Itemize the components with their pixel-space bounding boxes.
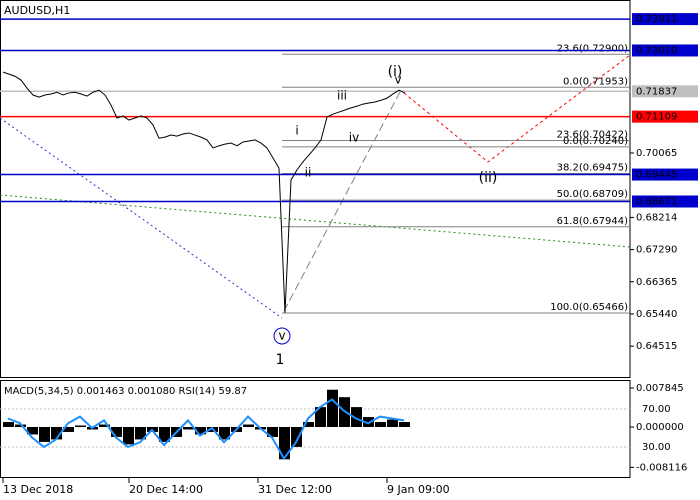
wave-circle (273, 327, 291, 345)
wave-label: (ii) (479, 170, 498, 186)
y-tick-label: 0.65440 (636, 309, 677, 320)
macd-bar (195, 426, 206, 435)
level-label: 0.71837 (636, 86, 677, 97)
level-box (632, 195, 698, 208)
y-tick-label: 0.000000 (636, 422, 684, 433)
macd-bar (27, 426, 38, 435)
level-box (632, 110, 698, 123)
macd-bar (279, 426, 290, 460)
macd-bar (111, 426, 122, 437)
y-tick-label: 0.66365 (636, 277, 677, 288)
trend-line (0, 194, 631, 248)
macd-bar (243, 424, 254, 427)
wave-label: 1 (276, 352, 285, 368)
main-frame (0, 0, 631, 378)
level-box (632, 168, 698, 181)
price-line (2, 71, 406, 313)
wave-label: iii (337, 89, 347, 103)
macd-bar (399, 422, 410, 427)
fib-label: 0.0(0.71953) (563, 76, 628, 87)
y-tick-label: 0.64515 (636, 341, 677, 352)
rsi-tick-label: 70.00 (642, 404, 671, 415)
macd-bar (39, 426, 50, 442)
indicator-frame (0, 380, 631, 478)
x-tick-label: 20 Dec 14:00 (129, 483, 203, 496)
macd-bar (291, 426, 302, 447)
macd-bar (183, 426, 194, 430)
level-box (632, 85, 698, 98)
indicator-label: MACD(5,34,5) 0.001463 0.001080 RSI(14) 5… (4, 386, 247, 397)
macd-bar (375, 422, 386, 427)
macd-bar (63, 426, 74, 432)
fib-label: 50.0(0.68709) (557, 189, 629, 200)
x-tick-label: 31 Dec 12:00 (258, 483, 332, 496)
fib-label: 23.6(0.70422) (557, 130, 629, 141)
y-tick-label: 0.67290 (636, 245, 677, 256)
wave-label: (i) (388, 64, 403, 80)
level-label: 0.69445 (636, 170, 677, 181)
macd-bar (315, 407, 326, 427)
level-label: 0.73911 (636, 14, 677, 25)
macd-bar (3, 422, 14, 427)
macd-bar (99, 424, 110, 427)
macd-bar (219, 426, 230, 440)
macd-bar (303, 422, 314, 427)
macd-bar (123, 426, 134, 445)
macd-bar (75, 425, 86, 427)
y-tick-label: 0.68214 (636, 212, 677, 223)
rsi-tick-label: 30.00 (642, 442, 671, 453)
fib-label: 100.0(0.65466) (550, 302, 628, 313)
fib-label: 23.6(0.72900) (557, 43, 629, 54)
macd-bar (51, 426, 62, 440)
fib-label: 0.0(0.70240) (563, 136, 628, 147)
wave-label: v (394, 73, 401, 87)
wave-label: v (278, 329, 285, 343)
level-box (632, 13, 698, 26)
y-tick-label: 0.007845 (636, 383, 684, 394)
fib-label: 61.8(0.67944) (557, 216, 629, 227)
rsi-line (7, 398, 405, 461)
level-label: 0.71109 (636, 112, 677, 123)
macd-bar (159, 426, 170, 442)
wave-label: ii (305, 166, 312, 180)
macd-bar (351, 407, 362, 427)
wave-label: i (295, 124, 298, 138)
chart-title: AUDUSD,H1 (4, 4, 70, 17)
macd-bar (327, 389, 338, 427)
fib-label: 38.2(0.69475) (557, 163, 629, 174)
macd-bar (135, 426, 146, 440)
macd-bar (387, 419, 398, 427)
level-label: 0.73010 (636, 45, 677, 56)
macd-bar (267, 426, 278, 437)
y-tick-label: 0.70065 (636, 148, 677, 159)
wave-label: iv (349, 131, 359, 145)
level-label: 0.68671 (636, 196, 677, 207)
x-tick-label: 9 Jan 09:00 (387, 483, 450, 496)
macd-bar (15, 424, 26, 427)
y-tick-label: -0.008116 (636, 462, 687, 473)
x-tick-label: 13 Dec 2018 (3, 483, 73, 496)
level-box (632, 44, 698, 57)
